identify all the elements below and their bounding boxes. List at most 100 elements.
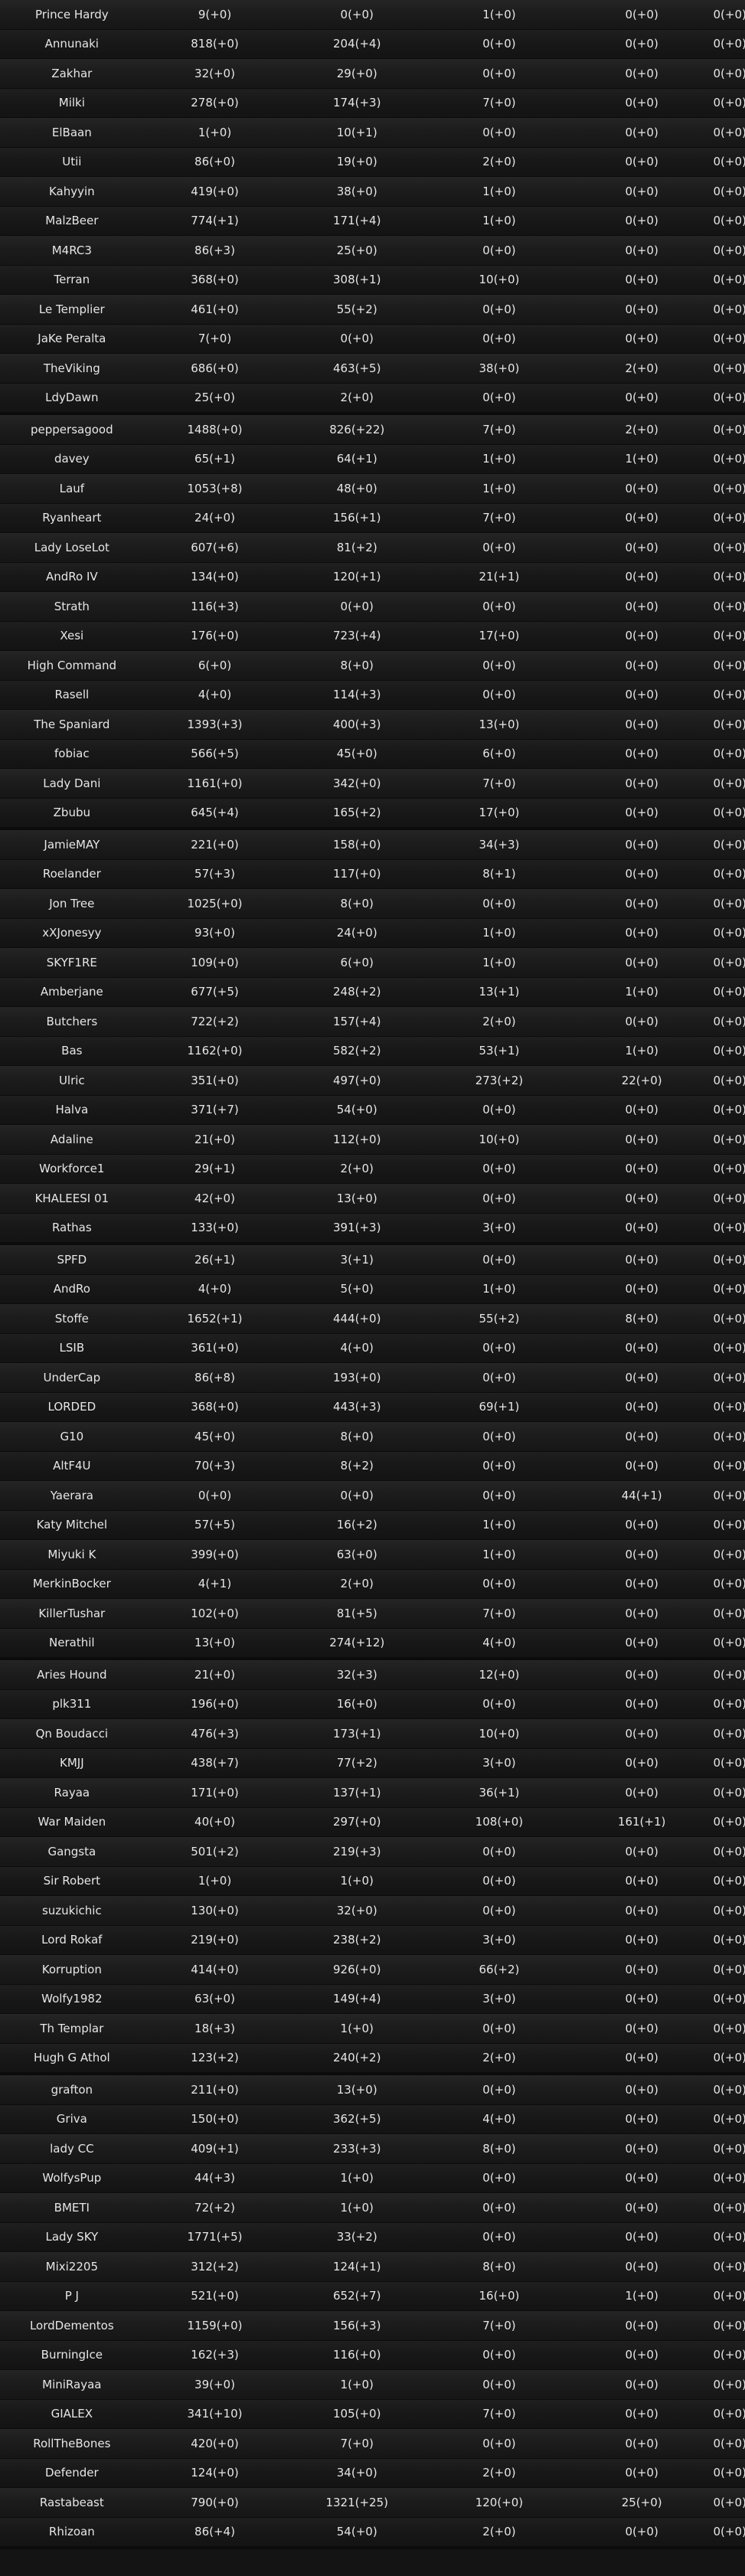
stat-cell: 238(+2) [332,1933,381,1947]
stat-cell: 0(+0) [713,837,745,852]
table-row: Lord Rokaf 219(+0) 238(+2) 3(+0) 0(+0) 0(+0) [0,1925,745,1955]
stat-cell: 0(+0) [625,867,658,881]
stat-cell: 0(+0) [625,747,658,761]
stat-cell: 1(+0) [482,1547,516,1561]
stat-cell: 0(+0) [625,332,658,346]
stat-cell: 0(+0) [713,422,745,436]
stat-cell: 0(+0) [625,2082,658,2097]
stat-cell: 0(+0) [625,926,658,940]
table-row: BurningIce 162(+3) 116(+0) 0(+0) 0(+0) 0(+0) [0,2340,745,2370]
stat-cell: 0(+0) [482,1162,516,1176]
stat-cell: 312(+2) [191,2259,239,2274]
table-row: MerkinBocker 4(+1) 2(+0) 0(+0) 0(+0) 0(+0) [0,1569,745,1599]
stat-cell: 0(+0) [625,1370,658,1384]
stat-cell: 0(+0) [625,155,658,169]
stat-cell: 57(+5) [194,1518,235,1532]
stat-cell: 0(+0) [713,1073,745,1087]
stat-cell: 19(+0) [336,155,377,169]
stat-cell: 1161(+0) [187,776,243,790]
stat-cell: 0(+0) [713,1903,745,1917]
stat-cell: 7(+0) [482,2407,516,2421]
stat-cell: 0(+0) [713,2466,745,2480]
player-name: Sir Robert [43,1874,100,1888]
stat-cell: 0(+0) [482,1341,516,1355]
table-row: SKYF1RE 109(+0) 6(+0) 1(+0) 0(+0) 0(+0) [0,948,745,978]
stat-cell: 2(+0) [482,2466,516,2480]
stat-cell: 0(+0) [482,1103,516,1117]
stat-cell: 1(+0) [340,2200,374,2215]
player-name: LdyDawn [45,391,99,405]
table-row: AndRo IV 134(+0) 120(+1) 21(+1) 0(+0) 0(+0) [0,562,745,592]
stat-cell: 0(+0) [482,1697,516,1711]
stat-cell: 0(+0) [713,1697,745,1711]
stat-cell: 149(+4) [332,1992,381,2006]
stat-cell: 0(+0) [625,125,658,139]
stat-cell: 0(+0) [713,1162,745,1176]
stat-cell: 86(+4) [194,2525,235,2539]
stat-cell: 0(+0) [625,1785,658,1800]
stat-cell: 461(+0) [191,302,239,316]
player-name: Aries Hound [37,1667,107,1682]
stat-cell: 32(+3) [336,1667,377,1682]
stat-cell: 16(+0) [479,2289,520,2303]
stat-cell: 0(+0) [482,37,516,51]
table-row: Kahyyin 419(+0) 38(+0) 1(+0) 0(+0) 0(+0) [0,177,745,207]
stat-cell: 1(+0) [482,1282,516,1296]
stat-cell: 66(+2) [479,1962,520,1976]
stat-cell: 70(+3) [194,1459,235,1473]
stat-cell: 274(+12) [329,1636,385,1650]
stat-cell: 0(+0) [625,2259,658,2274]
stat-cell: 105(+0) [332,2407,381,2421]
stat-cell: 116(+3) [191,599,239,613]
stat-cell: 45(+0) [336,747,377,761]
stat-cell: 8(+2) [340,1459,374,1473]
stat-cell: 0(+0) [713,2141,745,2156]
player-name: Gangsta [47,1844,96,1858]
stat-cell: 233(+3) [332,2141,381,2156]
stat-cell: 0(+0) [482,2377,516,2391]
stat-cell: 0(+0) [713,1933,745,1947]
player-name: Korruption [41,1962,102,1976]
stat-cell: 1771(+5) [187,2230,243,2244]
stat-cell: 29(+1) [194,1162,235,1176]
player-name: Butchers [46,1014,98,1028]
stat-cell: 32(+0) [336,1903,377,1917]
stat-cell: 3(+1) [340,1252,374,1267]
stat-cell: 10(+0) [479,1726,520,1741]
stat-cell: 2(+0) [625,361,658,375]
stat-cell: 93(+0) [194,926,235,940]
table-row: lady CC 409(+1) 233(+3) 8(+0) 0(+0) 0(+0) [0,2134,745,2164]
stat-cell: 1(+0) [482,452,516,466]
stat-cell: 44(+3) [194,2171,235,2185]
stat-cell: 0(+0) [625,243,658,257]
stat-cell: 158(+0) [332,837,381,852]
stat-cell: 497(+0) [332,1073,381,1087]
table-row: High Command 6(+0) 8(+0) 0(+0) 0(+0) 0(+0) [0,651,745,681]
stat-cell: 109(+0) [191,955,239,969]
player-name: Annunaki [44,37,99,51]
stat-cell: 926(+0) [332,1962,381,1976]
stat-cell: 0(+0) [713,2318,745,2332]
stat-cell: 0(+0) [713,481,745,495]
stat-cell: 0(+0) [625,599,658,613]
stat-cell: 40(+0) [194,1815,235,1829]
stat-cell: 0(+0) [713,570,745,584]
table-row: War Maiden 40(+0) 297(+0) 108(+0) 161(+1) 0(+… [0,1807,745,1837]
stat-cell: 0(+0) [713,1191,745,1205]
player-name: RollTheBones [33,2436,111,2450]
stat-cell: 0(+0) [482,599,516,613]
stat-cell: 114(+3) [332,688,381,702]
table-row: G10 45(+0) 8(+0) 0(+0) 0(+0) 0(+0) [0,1422,745,1452]
stat-cell: 722(+2) [191,1014,239,1028]
table-row: Korruption 414(+0) 926(+0) 66(+2) 0(+0) 0(+0) [0,1955,745,1985]
table-row: KMJJ 438(+7) 77(+2) 3(+0) 0(+0) 0(+0) [0,1748,745,1778]
stat-cell: 0(+0) [713,37,745,51]
stat-cell: 0(+0) [625,1014,658,1028]
stat-cell: 0(+0) [625,1844,658,1858]
stat-cell: 0(+0) [625,1606,658,1620]
stat-cell: 0(+0) [713,1636,745,1650]
stat-cell: 0(+0) [625,896,658,910]
stat-cell: 77(+2) [336,1756,377,1770]
stat-cell: 368(+0) [191,273,239,287]
player-name: Rhizoan [48,2525,95,2539]
